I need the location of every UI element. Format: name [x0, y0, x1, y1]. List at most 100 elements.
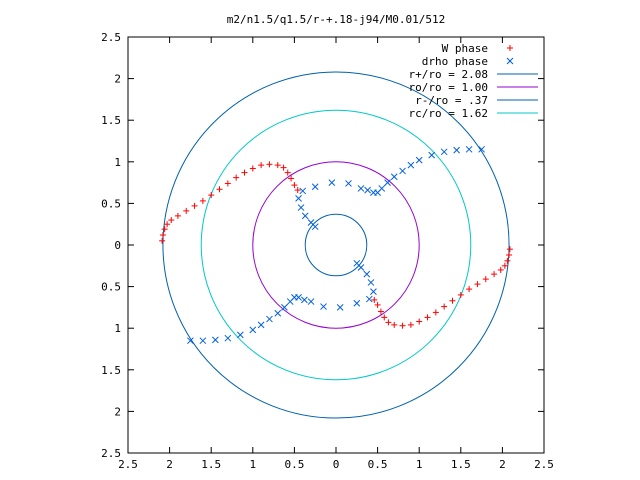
x-tick-label: 2 [499, 458, 506, 471]
drho-phase-point [370, 189, 377, 196]
w-phase-point [374, 301, 381, 308]
drho-phase-point [199, 337, 207, 345]
w-phase-point [294, 187, 301, 194]
drho-phase-point [299, 187, 307, 195]
w-phase-point [159, 232, 166, 239]
axis-ticks: 2.5 2 1.5 1 0.5 0 0.5 1 1.5 2 2.52.521.510.500.511… [101, 31, 554, 471]
w-phase-point [501, 262, 508, 269]
legend-marker [507, 45, 513, 51]
legend-label: ro/ro = 1.00 [409, 81, 488, 94]
w-phase-point [284, 169, 291, 176]
w-phase-point [258, 162, 265, 169]
x-tick-label: 0 [333, 458, 340, 471]
reference-circles [162, 71, 510, 419]
y-tick-label: 2 [114, 73, 121, 86]
x-tick-label: 2.5 [534, 458, 554, 471]
drho-phase-point [328, 179, 336, 186]
legend-label: drho phase [422, 55, 488, 68]
drho-phase-point [212, 336, 219, 344]
drho-phase-point [257, 321, 265, 329]
data-points [159, 145, 513, 345]
w-phase-point [159, 237, 166, 244]
w-phase-point [497, 266, 504, 273]
w-phase-point [399, 322, 406, 329]
w-phase-point [274, 162, 281, 169]
x-tick-label: 0.5 [368, 458, 388, 471]
w-phase-point [381, 314, 388, 321]
legend-marker [506, 57, 514, 65]
x-tick-label: 1 [416, 458, 423, 471]
w-phase-point [449, 297, 456, 304]
w-phase-point [208, 192, 215, 199]
w-phase-point [504, 257, 511, 264]
drho-phase-point [295, 195, 302, 202]
drho-phase-point [353, 299, 361, 307]
x-tick-label: 2.5 [118, 458, 138, 471]
drho-phase-point [297, 204, 305, 211]
w-phase-point [407, 321, 414, 328]
drho-phase-point [236, 331, 244, 339]
x-tick-label: 1 [249, 458, 256, 471]
drho-phase-point [353, 259, 361, 267]
legend-label: W phase [442, 42, 488, 55]
legend-label: r+/ro = 2.08 [409, 68, 488, 81]
y-tick-label: 2 [114, 405, 121, 418]
x-tick-label: 1.5 [451, 458, 471, 471]
w-phase-point [266, 161, 273, 168]
legend-label: r-/ro = .37 [415, 94, 488, 107]
chart-title: m2/n1.5/q1.5/r-+.18-j94/M0.01/512 [227, 13, 446, 26]
legend-label: rc/ro = 1.62 [409, 107, 488, 120]
w-phase-point [161, 226, 168, 233]
drho-phase-point [311, 183, 319, 191]
x-tick-label: 2 [166, 458, 173, 471]
drho-phase-point [453, 146, 460, 154]
w-phase-point [233, 174, 240, 181]
x-tick-label: 1.5 [201, 458, 221, 471]
w-phase-point [466, 286, 473, 293]
w-phase-point [424, 314, 431, 321]
w-phase-point [168, 217, 175, 224]
drho-phase-point [320, 303, 327, 310]
w-phase-point [241, 169, 248, 176]
drho-phase-point [281, 304, 288, 311]
drho-phase-point [478, 145, 485, 153]
y-tick-label: 1.5 [101, 114, 121, 127]
drho-phase-point [384, 179, 391, 186]
w-phase-point [377, 308, 384, 315]
drho-phase-point [390, 173, 398, 181]
w-phase-point [216, 186, 223, 193]
drho-phase-point [274, 309, 282, 317]
w-phase-point [482, 276, 489, 283]
w-phase-point [506, 251, 513, 258]
w-phase-point [280, 164, 287, 171]
drho-phase-point [336, 304, 344, 311]
w-phase-point [199, 197, 206, 204]
w-phase-point [249, 165, 256, 172]
w-phase-point [291, 182, 298, 189]
reference-circle [304, 213, 368, 277]
y-tick-label: 0.5 [101, 197, 121, 210]
w-phase-point [224, 180, 231, 187]
drho-phase-point [363, 270, 371, 278]
w-phase-point [457, 291, 464, 298]
w-phase-point [432, 309, 439, 316]
drho-phase-point [364, 186, 371, 194]
w-phase-point [288, 175, 295, 182]
w-phase-point [391, 321, 398, 328]
drho-phase-point [295, 294, 302, 301]
y-tick-label: 2.5 [101, 31, 121, 44]
drho-phase-point [187, 337, 194, 345]
drho-phase-point [224, 334, 232, 342]
drho-phase-point [465, 145, 473, 153]
drho-phase-point [345, 180, 352, 187]
reference-circle [200, 109, 472, 381]
w-phase-point [164, 221, 171, 228]
drho-phase-point [407, 161, 415, 169]
drho-phase-point [266, 315, 273, 323]
w-phase-point [441, 303, 448, 310]
w-phase-point [506, 246, 513, 253]
drho-phase-point [365, 295, 373, 303]
drho-phase-point [440, 148, 448, 156]
